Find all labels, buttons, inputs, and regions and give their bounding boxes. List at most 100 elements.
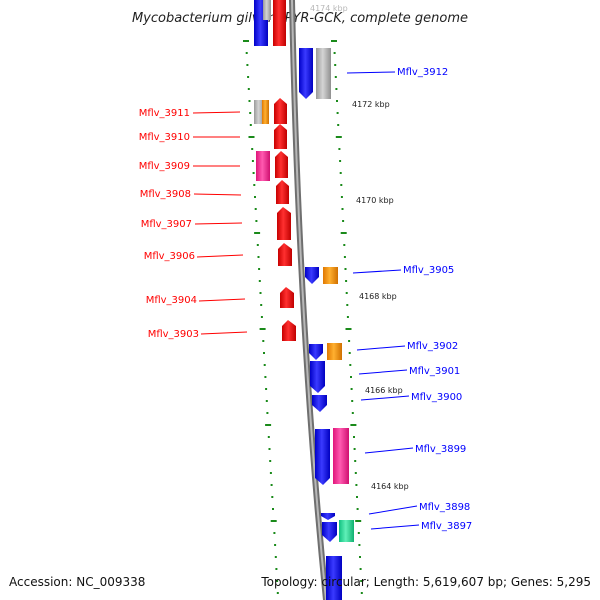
right-tick-mark bbox=[355, 484, 358, 486]
gene-top-grey[interactable] bbox=[263, 0, 271, 20]
right-tick-mark bbox=[354, 460, 357, 462]
gene-arrow-3902[interactable] bbox=[309, 344, 323, 360]
left-tick-mark bbox=[268, 448, 271, 450]
left-tick-mark bbox=[249, 112, 252, 114]
map-title: Mycobacterium gilvum PYR-GCK, complete g… bbox=[132, 11, 468, 26]
right-tick-mark bbox=[335, 136, 342, 138]
gene-label-mflv-3898[interactable]: Mflv_3898 bbox=[419, 502, 470, 513]
gene-arrow-3897[interactable] bbox=[322, 522, 337, 542]
gene-pink-3899[interactable] bbox=[333, 428, 349, 484]
gene-arrow-3905[interactable] bbox=[305, 267, 319, 284]
right-tick-mark bbox=[348, 352, 351, 354]
right-tick-mark bbox=[340, 184, 343, 186]
gene-label-mflv-3906[interactable]: Mflv_3906 bbox=[144, 251, 195, 262]
right-tick-mark bbox=[339, 172, 342, 174]
gene-pink-3909[interactable] bbox=[256, 151, 270, 181]
gene-arrow-3898[interactable] bbox=[321, 513, 335, 520]
gene-grey-3912[interactable] bbox=[316, 48, 331, 99]
right-tick-mark bbox=[351, 400, 354, 402]
left-tick-mark bbox=[256, 244, 259, 246]
right-tick-mark bbox=[353, 436, 355, 438]
right-tick-mark bbox=[338, 148, 341, 150]
gene-arrow-3900[interactable] bbox=[312, 395, 327, 412]
right-tick-mark bbox=[360, 592, 363, 594]
gene-arrow-3909[interactable] bbox=[275, 151, 288, 178]
gene-label-mflv-3905[interactable]: Mflv_3905 bbox=[403, 265, 454, 276]
left-gene-labels: Mflv_3911 Mflv_3910 Mflv_3909 Mflv_3908 … bbox=[139, 108, 248, 340]
reverse-strand-genes bbox=[299, 48, 354, 600]
left-tick-mark bbox=[264, 376, 267, 378]
gene-label-mflv-3908[interactable]: Mflv_3908 bbox=[140, 189, 191, 200]
gene-label-mflv-3912[interactable]: Mflv_3912 bbox=[397, 67, 448, 78]
right-tick-mark bbox=[339, 160, 342, 162]
gene-arrow-3908[interactable] bbox=[276, 180, 289, 204]
left-tick-mark bbox=[275, 568, 278, 570]
left-tick-mark bbox=[243, 40, 249, 42]
gene-arrow-3906[interactable] bbox=[278, 243, 292, 266]
gene-bottom-blue[interactable] bbox=[326, 556, 342, 600]
gene-label-mflv-3907[interactable]: Mflv_3907 bbox=[141, 219, 192, 230]
left-tick-mark bbox=[269, 472, 272, 474]
right-tick-mark bbox=[348, 340, 351, 342]
right-tick-mark bbox=[342, 220, 345, 222]
right-tick-mark bbox=[340, 232, 347, 234]
right-tick-mark bbox=[350, 424, 357, 426]
gene-label-mflv-3900[interactable]: Mflv_3900 bbox=[411, 392, 462, 403]
left-tick-mark bbox=[246, 64, 249, 66]
left-tick-mark bbox=[262, 340, 265, 342]
right-tick-mark bbox=[336, 100, 338, 102]
right-tick-mark bbox=[346, 304, 349, 306]
gene-label-mflv-3897[interactable]: Mflv_3897 bbox=[421, 521, 472, 532]
gene-arrow-3907[interactable] bbox=[277, 207, 291, 240]
gene-arrow-3912[interactable] bbox=[299, 48, 313, 99]
left-tick-mark bbox=[276, 592, 279, 594]
gene-label-mflv-3903[interactable]: Mflv_3903 bbox=[148, 329, 199, 340]
left-tick-mark bbox=[253, 184, 256, 186]
left-tick-mark bbox=[245, 52, 248, 54]
left-tick-mark bbox=[258, 268, 261, 270]
gene-label-mflv-3909[interactable]: Mflv_3909 bbox=[139, 161, 190, 172]
gene-label-mflv-3904[interactable]: Mflv_3904 bbox=[146, 295, 197, 306]
gene-orange-3902[interactable] bbox=[327, 343, 342, 360]
gene-label-mflv-3910[interactable]: Mflv_3910 bbox=[139, 132, 190, 143]
gene-arrow-3903[interactable] bbox=[282, 320, 296, 341]
left-tick-mark bbox=[267, 436, 270, 438]
gene-teal-3897[interactable] bbox=[339, 520, 354, 542]
right-tick-column bbox=[331, 40, 363, 594]
gene-arrow-3901[interactable] bbox=[310, 361, 325, 393]
right-tick-mark bbox=[335, 88, 338, 90]
gene-label-mflv-3911[interactable]: Mflv_3911 bbox=[139, 108, 190, 119]
right-tick-mark bbox=[337, 124, 340, 126]
gene-grey-3911[interactable] bbox=[254, 100, 264, 124]
gene-orange-3911[interactable] bbox=[262, 100, 269, 124]
left-tick-mark bbox=[254, 232, 261, 234]
right-tick-mark bbox=[336, 112, 339, 114]
right-tick-mark bbox=[344, 268, 347, 270]
left-tick-mark bbox=[252, 172, 255, 174]
right-tick-mark bbox=[345, 280, 348, 282]
left-tick-mark bbox=[266, 412, 269, 414]
left-tick-mark bbox=[258, 280, 261, 282]
gene-orange-3905[interactable] bbox=[323, 267, 338, 284]
left-tick-mark bbox=[273, 532, 276, 534]
right-tick-mark bbox=[356, 496, 358, 498]
left-tick-mark bbox=[265, 388, 268, 390]
right-tick-mark bbox=[333, 52, 336, 54]
gene-label-mflv-3902[interactable]: Mflv_3902 bbox=[407, 341, 458, 352]
gene-arrow-3911[interactable] bbox=[274, 98, 287, 124]
right-tick-mark bbox=[351, 412, 354, 414]
gene-arrow-3899[interactable] bbox=[315, 429, 330, 485]
left-tick-mark bbox=[271, 496, 274, 498]
left-tick-mark bbox=[263, 352, 265, 354]
right-tick-mark bbox=[334, 76, 337, 78]
gene-arrow-3910[interactable] bbox=[274, 124, 287, 149]
gene-label-mflv-3899[interactable]: Mflv_3899 bbox=[415, 444, 466, 455]
left-tick-mark bbox=[249, 124, 252, 126]
gene-label-mflv-3901[interactable]: Mflv_3901 bbox=[409, 366, 460, 377]
right-tick-mark bbox=[354, 472, 357, 474]
left-tick-mark bbox=[265, 400, 268, 402]
gene-arrow-3904[interactable] bbox=[280, 287, 294, 308]
right-tick-mark bbox=[355, 520, 362, 522]
gene-top-red[interactable] bbox=[273, 0, 286, 46]
left-tick-mark bbox=[263, 364, 266, 366]
